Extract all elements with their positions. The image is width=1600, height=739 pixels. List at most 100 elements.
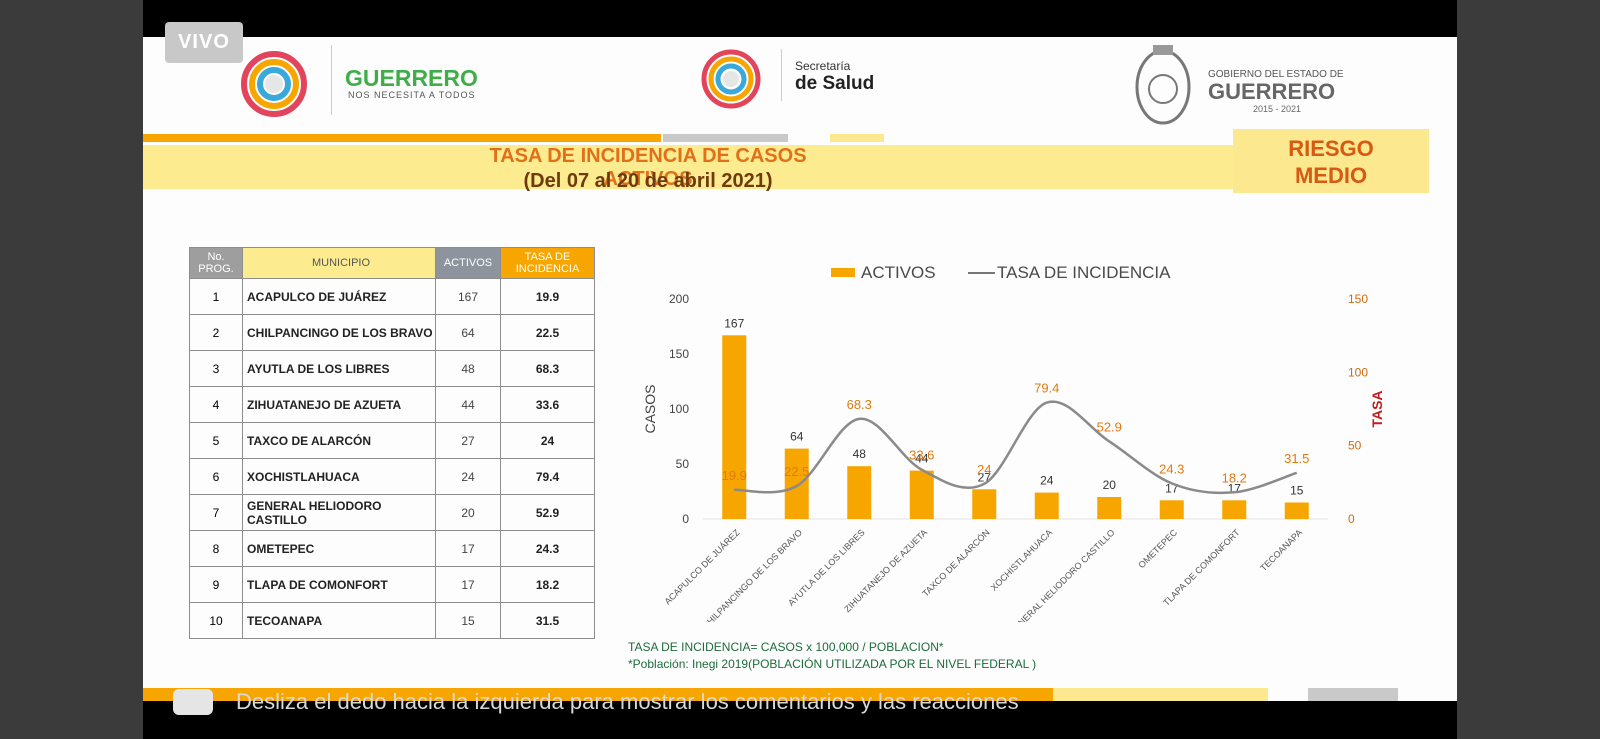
bar-value-label: 64 [790, 430, 804, 444]
band-yellow-small [830, 134, 884, 142]
x-tick-label: GENERAL HELIODORO CASTILLO [1007, 527, 1117, 622]
cell-tasa: 18.2 [500, 566, 595, 603]
cell-municipio: OMETEPEC [242, 530, 436, 567]
x-tick-label: TECOANAPA [1258, 527, 1304, 573]
bar-value-label: 15 [1290, 484, 1304, 498]
col-header-tasa: TASA DE INCIDENCIA [500, 247, 595, 279]
bar-activos [1097, 497, 1122, 519]
y2-tick-label: 50 [1348, 439, 1362, 453]
comment-bubble-icon[interactable] [173, 689, 213, 715]
gob-top: GOBIERNO DEL ESTADO DE [1208, 69, 1344, 80]
x-tick-label: XOCHISTLAHUACA [989, 527, 1054, 592]
source-note: *Población: Inegi 2019(POBLACIÓN UTILIZA… [628, 657, 1037, 671]
cell-no: 2 [189, 314, 243, 351]
tasa-value-label: 18.2 [1222, 470, 1247, 485]
bar-activos [722, 335, 747, 519]
cell-tasa: 79.4 [500, 458, 595, 495]
bar-activos [784, 448, 809, 519]
cell-municipio: GENERAL HELIODORO CASTILLO [242, 494, 436, 531]
cell-activos: 17 [435, 566, 501, 603]
slide: GUERRERO NOS NECESITA A TODOS Secretaría… [143, 37, 1457, 701]
cell-municipio: ZIHUATANEJO DE AZUETA [242, 386, 436, 423]
tasa-value-label: 24 [977, 462, 991, 477]
cell-municipio: AYUTLA DE LOS LIBRES [242, 350, 436, 387]
cell-no: 1 [189, 278, 243, 315]
table-row: 8 OMETEPEC 17 24.3 [189, 530, 595, 567]
guerrero-logo-icon [241, 51, 307, 117]
risk-line1: RIESGO [1288, 136, 1374, 161]
table-row: 2 CHILPANCINGO DE LOS BRAVO 64 22.5 [189, 314, 595, 351]
bar-value-label: 48 [853, 447, 867, 461]
legend-swatch-activos [831, 268, 855, 277]
table-row: 5 TAXCO DE ALARCÓN 27 24 [189, 422, 595, 459]
y2-tick-label: 0 [1348, 512, 1355, 526]
cell-municipio: XOCHISTLAHUACA [242, 458, 436, 495]
bar-activos [1159, 500, 1184, 519]
incidence-chart: ACTIVOS TASA DE INCIDENCIA 0 50 100 150 200 0 50… [642, 263, 1385, 622]
bar-value-label: 24 [1040, 474, 1054, 488]
cell-municipio: CHILPANCINGO DE LOS BRAVO [242, 314, 436, 351]
risk-line2: MEDIO [1294, 163, 1368, 188]
guerrero-logo-text: GUERRERO [345, 65, 478, 91]
bar-activos [909, 470, 934, 519]
cell-no: 4 [189, 386, 243, 423]
y-tick-label: 100 [669, 402, 689, 416]
x-tick-label: OMETEPEC [1136, 527, 1179, 570]
cell-municipio: TLAPA DE COMONFORT [242, 566, 436, 603]
cell-tasa: 24.3 [500, 530, 595, 567]
table-header-row: No. PROG. MUNICIPIO ACTIVOS TASA DE INCI… [189, 247, 595, 279]
cell-tasa: 19.9 [500, 278, 595, 315]
tasa-value-label: 31.5 [1284, 451, 1309, 466]
cell-activos: 20 [435, 494, 501, 531]
salud-logo-icon [701, 49, 761, 109]
cell-municipio: TECOANAPA [242, 602, 436, 639]
table-row: 10 TECOANAPA 15 31.5 [189, 602, 595, 639]
cell-tasa: 33.6 [500, 386, 595, 423]
tasa-value-label: 68.3 [847, 397, 872, 412]
live-badge[interactable]: VIVO [165, 22, 243, 63]
bar-activos [1222, 500, 1247, 519]
cell-no: 6 [189, 458, 243, 495]
state-seal-icon [1135, 45, 1191, 125]
cell-activos: 64 [435, 314, 501, 351]
bar-activos [1284, 502, 1309, 519]
band-orange [143, 134, 661, 142]
salud-bottom: de Salud [795, 73, 875, 94]
cell-no: 3 [189, 350, 243, 387]
y-tick-label: 50 [676, 457, 690, 471]
cell-activos: 44 [435, 386, 501, 423]
formula-note: TASA DE INCIDENCIA= CASOS x 100,000 / PO… [628, 640, 944, 654]
col-header-municipio: MUNICIPIO [242, 247, 436, 279]
risk-badge: RIESGO MEDIO [1233, 129, 1429, 193]
swipe-hint: Desliza el dedo hacia la izquierda para … [236, 689, 1019, 714]
x-tick-label: CHILPANCINGO DE LOS BRAVO [700, 527, 804, 622]
divider [781, 49, 782, 101]
table-row: 7 GENERAL HELIODORO CASTILLO 20 52.9 [189, 494, 595, 531]
cell-tasa: 24 [500, 422, 595, 459]
bar-value-label: 167 [724, 316, 744, 330]
cell-activos: 48 [435, 350, 501, 387]
x-tick-label: TAXCO DE ALARCÓN [920, 527, 991, 598]
tasa-value-label: 52.9 [1097, 419, 1122, 434]
cell-tasa: 52.9 [500, 494, 595, 531]
y2-axis-label: TASA [1369, 390, 1385, 427]
y-tick-label: 150 [669, 347, 689, 361]
y2-tick-label: 150 [1348, 292, 1368, 306]
cell-tasa: 68.3 [500, 350, 595, 387]
tasa-line [734, 400, 1298, 495]
bottom-band-grey [1308, 688, 1398, 701]
cell-activos: 27 [435, 422, 501, 459]
cell-no: 10 [189, 602, 243, 639]
cell-tasa: 22.5 [500, 314, 595, 351]
cell-tasa: 31.5 [500, 602, 595, 639]
bottom-band-yellow [1053, 688, 1268, 701]
tasa-value-label: 79.4 [1034, 381, 1059, 396]
gob-main: GUERRERO [1208, 79, 1336, 104]
y-axis-label: CASOS [642, 384, 658, 433]
y-tick-label: 0 [682, 512, 689, 526]
bar-activos [847, 466, 872, 519]
bottom-band-orange [143, 688, 1053, 701]
cell-activos: 167 [435, 278, 501, 315]
cell-activos: 24 [435, 458, 501, 495]
incidence-table: No. PROG. MUNICIPIO ACTIVOS TASA DE INCI… [189, 247, 595, 639]
